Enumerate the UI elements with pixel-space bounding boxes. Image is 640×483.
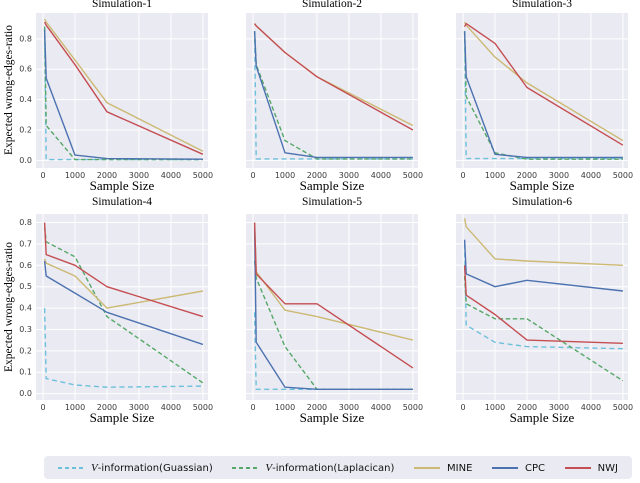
- svg-text:5000: 5000: [403, 171, 423, 180]
- svg-text:2000: 2000: [517, 171, 537, 180]
- legend-line-nwj-icon: [564, 466, 591, 469]
- svg-text:1000: 1000: [485, 403, 505, 412]
- subplot-title-2: Simulation-2: [301, 0, 363, 10]
- svg-text:2000: 2000: [307, 171, 327, 180]
- svg-text:1000: 1000: [485, 171, 505, 180]
- x-axis-label-3: Sample Size: [509, 178, 575, 193]
- svg-text:0.0: 0.0: [19, 389, 32, 398]
- legend-item-cpc: CPC: [492, 462, 545, 474]
- svg-text:4000: 4000: [161, 403, 181, 412]
- subplot-canvas-6: 0 1000 2000 3000 4000 5000: [456, 214, 633, 412]
- x-axis-label-6: Sample Size: [509, 410, 575, 425]
- svg-text:3000: 3000: [549, 403, 569, 412]
- svg-text:4000: 4000: [371, 403, 391, 412]
- legend-line-cpc-icon: [492, 466, 519, 469]
- svg-text:3000: 3000: [339, 403, 359, 412]
- legend-label: NWJ: [597, 462, 618, 474]
- svg-text:0: 0: [250, 171, 255, 180]
- svg-text:3000: 3000: [129, 171, 149, 180]
- svg-text:0.6: 0.6: [19, 65, 32, 74]
- svg-text:0.4: 0.4: [19, 304, 32, 313]
- subplot-title-4: Simulation-4: [91, 196, 153, 208]
- svg-text:4000: 4000: [371, 171, 391, 180]
- svg-text:5000: 5000: [613, 171, 633, 180]
- svg-text:3000: 3000: [129, 403, 149, 412]
- svg-text:0.7: 0.7: [19, 239, 32, 248]
- legend-line-guassian-icon: [58, 466, 84, 469]
- svg-text:1000: 1000: [275, 403, 295, 412]
- legend-line-mine-icon: [414, 466, 441, 469]
- x-axis-label-1: Sample Size: [89, 178, 155, 193]
- svg-text:0: 0: [250, 403, 255, 412]
- svg-text:2000: 2000: [97, 171, 117, 180]
- svg-text:0: 0: [460, 171, 465, 180]
- x-axis-label-2: Sample Size: [299, 178, 365, 193]
- subplot-canvas-3: 0 1000 2000 3000 4000 5000: [456, 13, 633, 180]
- svg-text:3000: 3000: [549, 171, 569, 180]
- svg-text:5000: 5000: [403, 403, 423, 412]
- subplot-canvas-1: 0 1000 2000 3000 4000 5000 0.0 0.2 0.4 0.6 0.8: [19, 13, 213, 180]
- svg-text:1000: 1000: [65, 403, 85, 412]
- svg-text:4000: 4000: [161, 171, 181, 180]
- legend-item-nwj: NWJ: [564, 462, 618, 474]
- svg-text:5000: 5000: [193, 403, 213, 412]
- svg-text:0.5: 0.5: [19, 282, 32, 291]
- svg-text:1000: 1000: [65, 171, 85, 180]
- svg-text:4000: 4000: [581, 171, 601, 180]
- svg-text:0.1: 0.1: [19, 368, 32, 377]
- svg-text:2000: 2000: [517, 403, 537, 412]
- svg-text:0.8: 0.8: [19, 218, 32, 227]
- svg-text:2000: 2000: [307, 403, 327, 412]
- subplot-canvas-5: 0 1000 2000 3000 4000 5000: [246, 214, 423, 412]
- legend-line-laplacican-icon: [232, 466, 259, 469]
- legend-label: V-information(Laplacican): [265, 461, 395, 474]
- svg-text:0.2: 0.2: [19, 126, 32, 135]
- svg-text:0.3: 0.3: [19, 325, 32, 334]
- legend: V-information(Guassian) V-information(La…: [44, 456, 632, 479]
- subplot-title-6: Simulation-6: [511, 196, 573, 208]
- svg-text:5000: 5000: [193, 171, 213, 180]
- legend-item-guassian: V-information(Guassian): [58, 462, 213, 474]
- legend-item-laplacican: V-information(Laplacican): [232, 462, 394, 474]
- svg-text:0: 0: [40, 403, 45, 412]
- subplot-canvas-4: 0 1000 2000 3000 4000 5000 0.0 0.1 0.2 0.3 0.4 0.5 0…: [19, 214, 213, 412]
- svg-text:2000: 2000: [97, 403, 117, 412]
- svg-text:5000: 5000: [613, 403, 633, 412]
- legend-label: MINE: [447, 462, 473, 474]
- svg-text:0.4: 0.4: [19, 95, 32, 104]
- svg-text:0: 0: [40, 171, 45, 180]
- x-axis-label-4: Sample Size: [89, 410, 155, 425]
- svg-text:4000: 4000: [581, 403, 601, 412]
- x-axis-label-5: Sample Size: [299, 410, 365, 425]
- subplot-title-1: Simulation-1: [91, 0, 153, 10]
- legend-label: V-information(Guassian): [91, 461, 213, 474]
- svg-text:0.0: 0.0: [19, 156, 32, 165]
- subplot-title-3: Simulation-3: [511, 0, 573, 10]
- legend-label: CPC: [525, 462, 546, 474]
- svg-text:0: 0: [460, 403, 465, 412]
- subplot-canvas-2: 0 1000 2000 3000 4000 5000: [246, 13, 423, 180]
- svg-text:0.2: 0.2: [19, 346, 32, 355]
- svg-text:0.8: 0.8: [19, 34, 32, 43]
- legend-item-mine: MINE: [414, 462, 472, 474]
- svg-text:3000: 3000: [339, 171, 359, 180]
- svg-text:0.6: 0.6: [19, 261, 32, 270]
- svg-text:1000: 1000: [275, 171, 295, 180]
- subplot-title-5: Simulation-5: [301, 196, 363, 208]
